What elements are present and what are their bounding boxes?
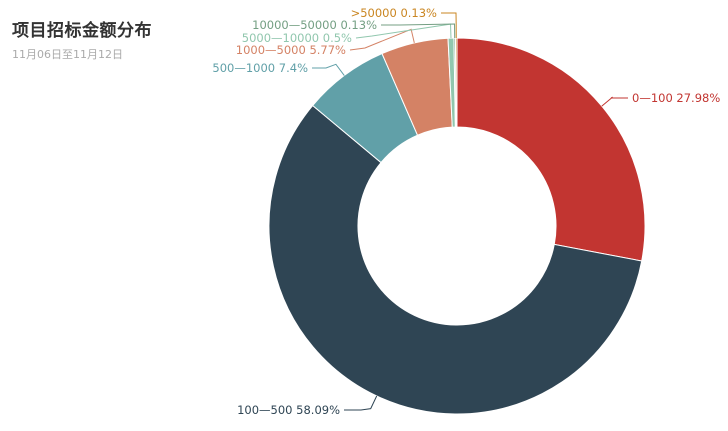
labels-group: 0—100 27.98% 100—500 58.09% 500—1000 7.4% 1… xyxy=(212,6,720,417)
leader-line-10000—50000 xyxy=(381,23,456,39)
leader-line-0—100 xyxy=(601,96,628,107)
slice-label-10000—50000: 10000—50000 0.13% xyxy=(252,18,377,32)
chart-title: 项目招标金额分布 xyxy=(12,21,152,41)
slice-label-1000—5000: 1000—5000 5.77% xyxy=(236,43,346,57)
slice-label-0—100: 0—100 27.98% xyxy=(632,91,720,105)
slice-label-5000—10000: 5000—10000 0.5% xyxy=(242,31,352,45)
slice-label-100—500: 100—500 58.09% xyxy=(237,403,340,417)
leader-line->50000 xyxy=(441,12,457,39)
leader-line-100—500 xyxy=(344,395,378,411)
leader-line-1000—5000 xyxy=(349,28,415,51)
leader-line-5000—10000 xyxy=(355,23,452,39)
slice-label->50000: >50000 0.13% xyxy=(351,6,437,20)
chart-header: 项目招标金额分布 11月06日至11月12日 xyxy=(12,20,152,62)
chart-subtitle: 11月06日至11月12日 xyxy=(12,48,123,61)
leader-line-500—1000 xyxy=(312,63,345,76)
slice-label-500—1000: 500—1000 7.4% xyxy=(212,61,308,75)
slice-0—100[interactable] xyxy=(456,37,646,262)
leader-lines-group xyxy=(312,12,628,411)
slice->50000[interactable] xyxy=(454,37,458,128)
slices-group xyxy=(268,37,646,415)
slice-100—500[interactable] xyxy=(268,104,643,415)
